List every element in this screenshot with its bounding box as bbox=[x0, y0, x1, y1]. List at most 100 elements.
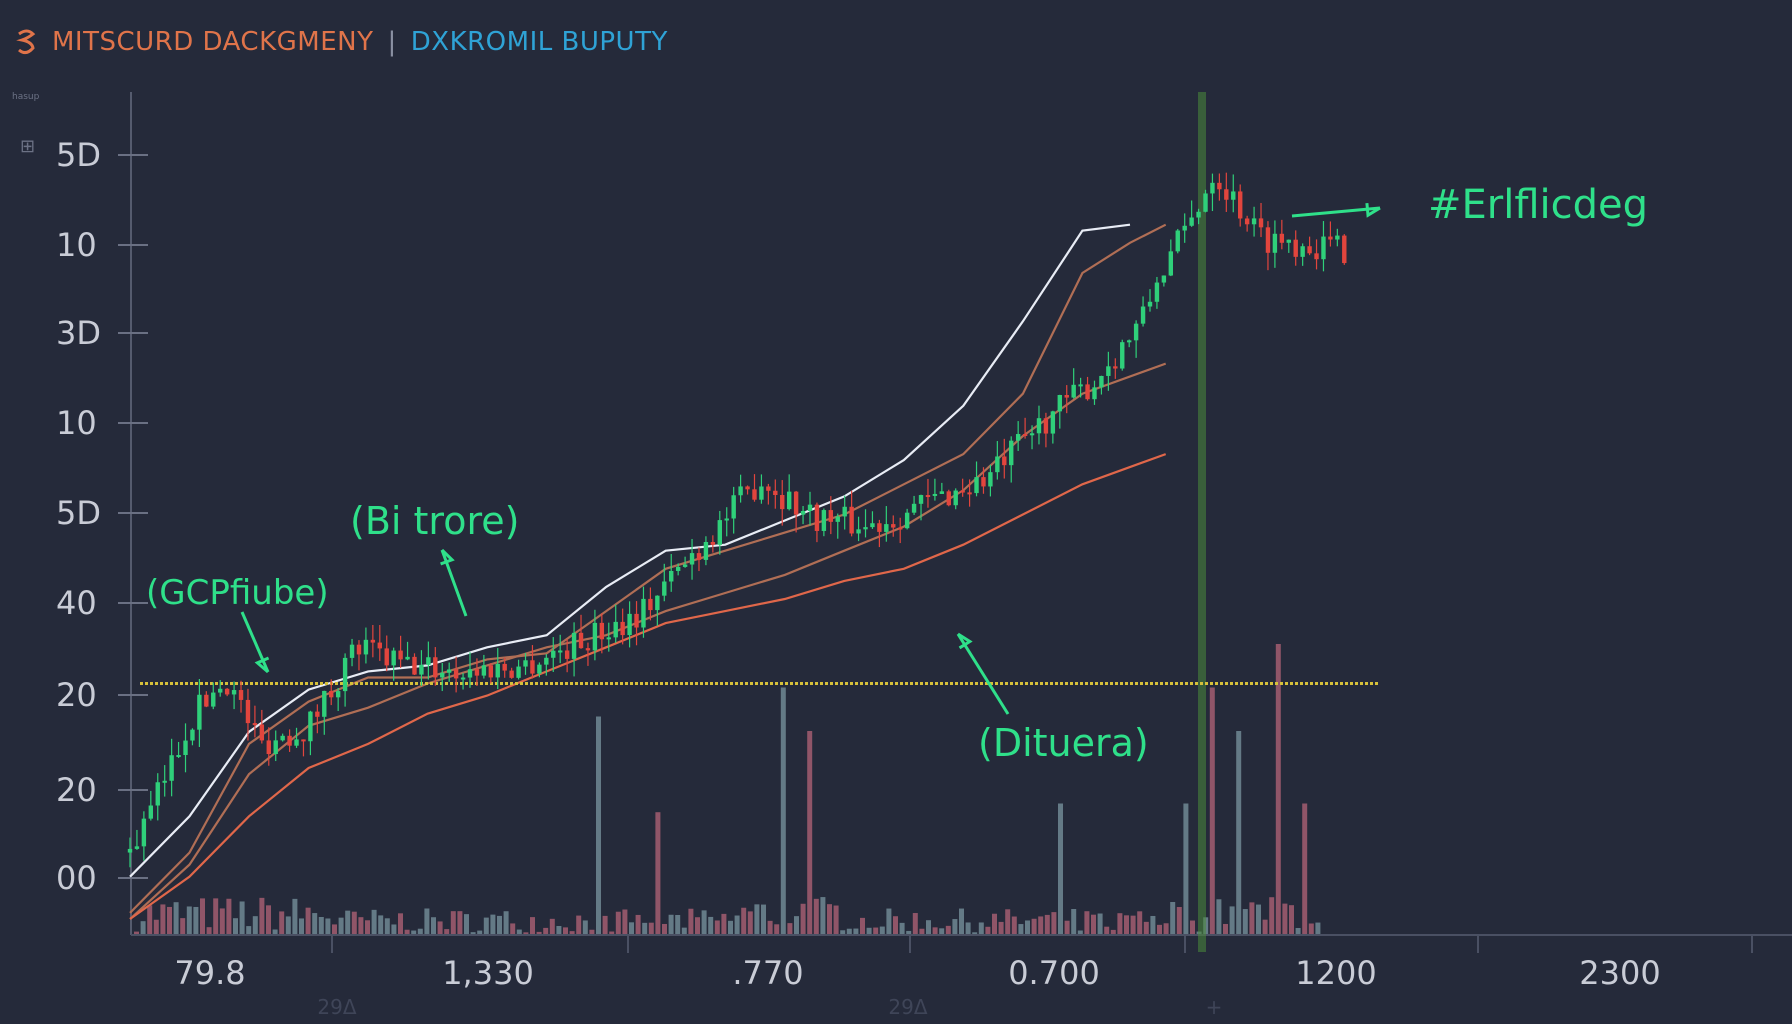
volume-bar bbox=[675, 914, 681, 934]
candle-body bbox=[446, 669, 452, 673]
volume-bar bbox=[477, 930, 483, 934]
volume-bar bbox=[939, 928, 945, 934]
arrow-head bbox=[440, 548, 455, 566]
volume-bar bbox=[734, 915, 740, 934]
candle-body bbox=[467, 669, 473, 678]
volume-bar bbox=[338, 917, 344, 934]
candle-body bbox=[1133, 323, 1139, 341]
volume-bar bbox=[378, 915, 384, 934]
volume-bar bbox=[470, 932, 476, 934]
candle-body bbox=[578, 632, 584, 649]
candle-body bbox=[481, 665, 487, 676]
candle-body bbox=[1175, 230, 1180, 252]
candle-body bbox=[807, 504, 813, 511]
volume-bar bbox=[978, 922, 984, 934]
y-tick-label: 5D bbox=[56, 136, 101, 174]
volume-bar bbox=[563, 927, 568, 934]
candle-body bbox=[204, 694, 209, 707]
volume-bar bbox=[147, 905, 153, 934]
candle-body bbox=[530, 660, 535, 674]
candle-body bbox=[863, 527, 868, 530]
volume-bar bbox=[1229, 906, 1235, 934]
volume-bar bbox=[998, 921, 1004, 934]
candle-body bbox=[898, 527, 903, 530]
candle-body bbox=[585, 648, 591, 651]
candle-body bbox=[870, 523, 875, 528]
y-tick-label: 00 bbox=[56, 859, 97, 897]
candle-body bbox=[939, 491, 945, 494]
volume-bar bbox=[1289, 905, 1294, 934]
candle-body bbox=[1140, 306, 1146, 324]
moving-averages bbox=[129, 223, 1167, 920]
candle-body bbox=[398, 650, 403, 660]
candle-body bbox=[433, 657, 438, 678]
candle-body bbox=[1321, 236, 1326, 260]
candle-body bbox=[1251, 218, 1257, 225]
volume-bar bbox=[444, 929, 450, 934]
volume-bar bbox=[701, 910, 707, 934]
volume-bar bbox=[1223, 923, 1228, 934]
grid-icon[interactable]: ⊞ bbox=[20, 136, 36, 157]
volume-bar bbox=[648, 922, 654, 934]
volume-bar bbox=[912, 913, 918, 934]
volume-bar bbox=[728, 920, 733, 934]
volume-bar bbox=[1190, 920, 1195, 934]
candle-body bbox=[544, 657, 549, 665]
volume-bar bbox=[1157, 924, 1162, 934]
volume-bar bbox=[695, 917, 700, 934]
volume-bar bbox=[833, 905, 839, 934]
annotation-arrow bbox=[956, 633, 1010, 715]
candle-body bbox=[814, 504, 820, 531]
candle-body bbox=[821, 510, 827, 531]
candle-body bbox=[1258, 218, 1264, 228]
candle-body bbox=[745, 486, 750, 490]
candle-body bbox=[1009, 440, 1014, 466]
candle-body bbox=[967, 492, 972, 495]
title-separator: | bbox=[387, 27, 397, 57]
moving-average-line bbox=[129, 223, 1167, 914]
candle-body bbox=[752, 489, 757, 500]
volume-bar bbox=[1282, 903, 1288, 934]
y-tick-label: 10 bbox=[56, 226, 97, 264]
volume-bar bbox=[846, 928, 852, 934]
volume-bar bbox=[510, 923, 516, 934]
volume-bar bbox=[279, 911, 285, 934]
candle-body bbox=[877, 523, 882, 532]
x-minor-label: + bbox=[1206, 995, 1223, 1019]
volume-bar bbox=[299, 918, 304, 934]
volume-bar bbox=[437, 921, 443, 934]
candle-body bbox=[641, 598, 646, 628]
volume-bar bbox=[688, 908, 694, 934]
candle-body bbox=[460, 677, 466, 680]
candle-body bbox=[793, 491, 799, 515]
candle-body bbox=[197, 694, 202, 730]
volume-bar bbox=[747, 911, 753, 934]
candle-body bbox=[988, 472, 993, 487]
volume-bar bbox=[1209, 687, 1215, 934]
volume-bar bbox=[886, 908, 892, 934]
candle-body bbox=[1314, 253, 1319, 260]
volume-bar bbox=[1097, 913, 1103, 934]
volume-bar bbox=[926, 920, 931, 934]
candle-body bbox=[655, 595, 660, 611]
candle-body bbox=[689, 553, 695, 565]
candle-body bbox=[183, 740, 188, 756]
volume-bar bbox=[305, 907, 311, 934]
candle-body bbox=[925, 495, 931, 498]
candle-body bbox=[606, 637, 611, 640]
candle-body bbox=[1161, 275, 1167, 283]
candle-body bbox=[419, 664, 424, 675]
volume-bar bbox=[1249, 902, 1255, 934]
candle-body bbox=[474, 669, 480, 676]
candle-body bbox=[981, 477, 986, 487]
candle-body bbox=[1029, 433, 1035, 436]
candle-body bbox=[1217, 182, 1222, 190]
candle-body bbox=[537, 664, 542, 674]
y-tick-label: 40 bbox=[56, 584, 97, 622]
candle-body bbox=[1210, 182, 1215, 194]
volume-bar bbox=[239, 901, 245, 934]
candle-body bbox=[842, 506, 847, 517]
volume-bar bbox=[813, 898, 819, 934]
volume-bar bbox=[985, 926, 991, 934]
volume-bar bbox=[536, 931, 542, 934]
